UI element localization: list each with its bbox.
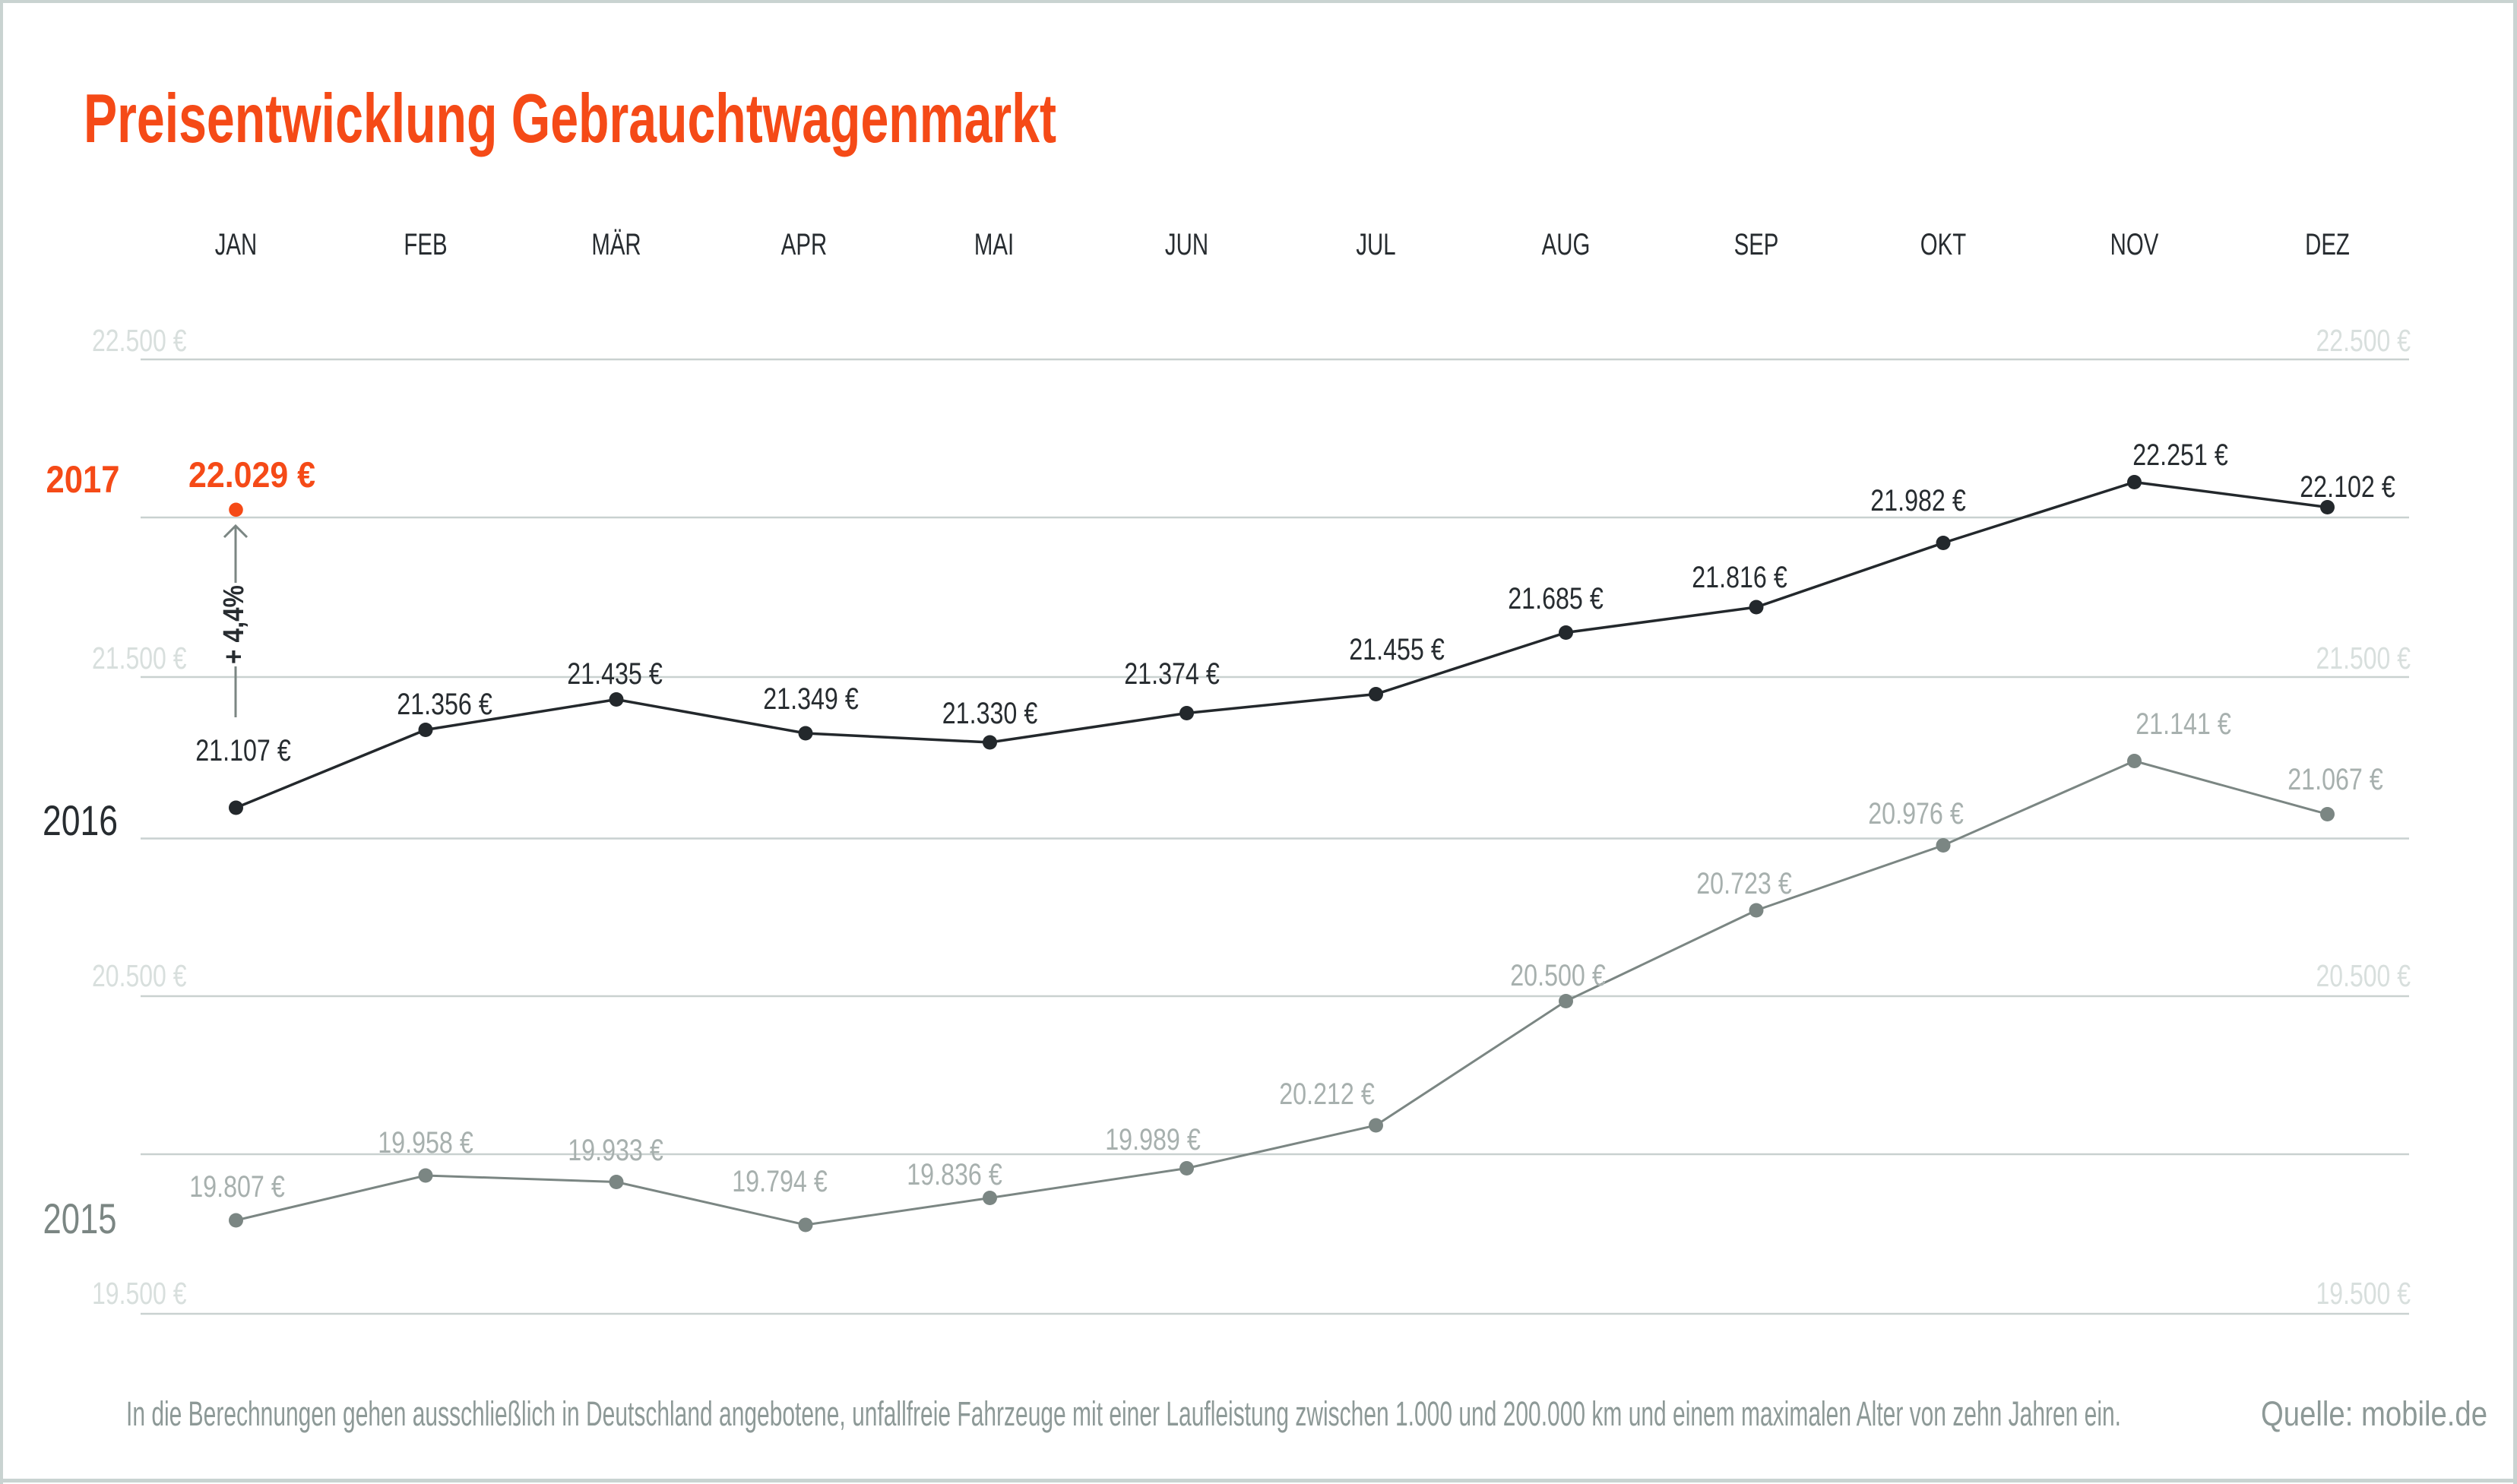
- svg-text:2015: 2015: [43, 1194, 117, 1242]
- svg-text:21.435 €: 21.435 €: [567, 657, 663, 691]
- svg-text:21.685 €: 21.685 €: [1508, 582, 1604, 615]
- svg-text:2016: 2016: [43, 796, 118, 844]
- svg-text:21.067 €: 21.067 €: [2287, 763, 2383, 796]
- svg-text:21.107 €: 21.107 €: [195, 734, 291, 767]
- svg-text:Preisentwicklung Gebrauchtwage: Preisentwicklung Gebrauchtwagenmarkt: [84, 81, 1056, 157]
- svg-text:20.500 €: 20.500 €: [2316, 958, 2411, 993]
- svg-text:19.794 €: 19.794 €: [732, 1165, 828, 1198]
- svg-text:21.374 €: 21.374 €: [1124, 657, 1220, 691]
- svg-text:22.102 €: 22.102 €: [2300, 470, 2395, 504]
- svg-text:21.330 €: 21.330 €: [942, 697, 1038, 730]
- svg-text:19.989 €: 19.989 €: [1105, 1123, 1201, 1157]
- svg-text:Quelle: mobile.de: Quelle: mobile.de: [2261, 1394, 2487, 1433]
- svg-text:APR: APR: [781, 228, 827, 261]
- svg-text:21.356 €: 21.356 €: [397, 688, 492, 721]
- svg-text:NOV: NOV: [2110, 228, 2159, 261]
- svg-text:20.212 €: 20.212 €: [1279, 1077, 1375, 1111]
- svg-text:21.982 €: 21.982 €: [1870, 484, 1966, 517]
- svg-text:SEP: SEP: [1734, 228, 1779, 261]
- svg-text:22.500 €: 22.500 €: [92, 323, 187, 358]
- svg-text:19.933 €: 19.933 €: [568, 1134, 663, 1167]
- svg-text:19.807 €: 19.807 €: [189, 1170, 285, 1204]
- svg-text:19.958 €: 19.958 €: [378, 1126, 473, 1160]
- svg-text:19.500 €: 19.500 €: [2316, 1276, 2411, 1311]
- svg-text:DEZ: DEZ: [2305, 228, 2350, 261]
- svg-text:2017: 2017: [46, 458, 120, 501]
- svg-text:21.455 €: 21.455 €: [1349, 633, 1445, 666]
- svg-text:AUG: AUG: [1542, 228, 1591, 261]
- svg-text:20.723 €: 20.723 €: [1696, 867, 1792, 900]
- svg-text:22.500 €: 22.500 €: [2316, 323, 2411, 358]
- svg-text:21.349 €: 21.349 €: [763, 682, 859, 716]
- svg-text:21.500 €: 21.500 €: [2316, 641, 2411, 676]
- svg-text:+ 4,4%: + 4,4%: [218, 585, 250, 664]
- svg-text:JUL: JUL: [1356, 228, 1395, 261]
- svg-text:20.976 €: 20.976 €: [1868, 797, 1964, 831]
- svg-text:21.816 €: 21.816 €: [1692, 561, 1787, 594]
- svg-text:20.500 €: 20.500 €: [1510, 959, 1606, 992]
- svg-text:MÄR: MÄR: [591, 228, 641, 261]
- svg-text:20.500 €: 20.500 €: [92, 958, 187, 993]
- svg-text:21.141 €: 21.141 €: [2135, 707, 2231, 741]
- svg-text:JAN: JAN: [215, 228, 258, 261]
- svg-text:FEB: FEB: [404, 228, 447, 261]
- svg-text:OKT: OKT: [1920, 228, 1966, 261]
- svg-text:22.029 €: 22.029 €: [188, 454, 315, 495]
- svg-text:MAI: MAI: [974, 228, 1014, 261]
- svg-text:21.500 €: 21.500 €: [92, 641, 187, 676]
- svg-text:22.251 €: 22.251 €: [2132, 438, 2228, 472]
- svg-text:19.500 €: 19.500 €: [92, 1276, 187, 1311]
- svg-text:JUN: JUN: [1165, 228, 1208, 261]
- svg-text:19.836 €: 19.836 €: [907, 1158, 1002, 1191]
- svg-text:In die Berechnungen gehen auss: In die Berechnungen gehen ausschließlich…: [126, 1394, 2121, 1433]
